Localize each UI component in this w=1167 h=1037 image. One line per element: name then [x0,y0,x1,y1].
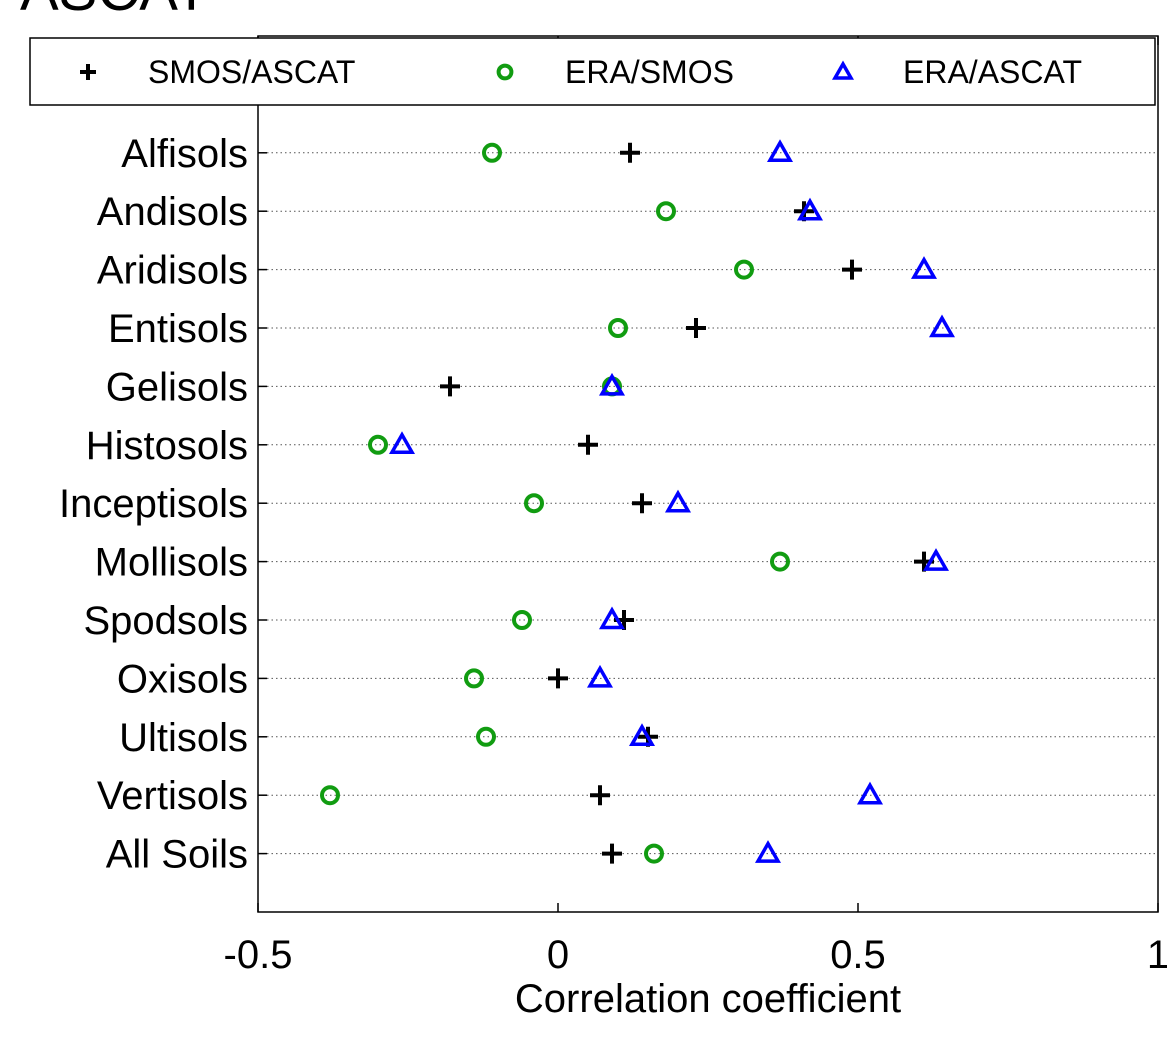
x-tick-label: 0.5 [830,933,886,977]
plus-marker [590,785,610,806]
circle-marker [524,493,544,514]
y-tick-label: Histosols [86,424,248,468]
legend-marker [80,64,96,80]
y-tick-label: Entisols [108,307,248,351]
x-tick-label: -0.5 [224,933,293,977]
chart-title: ASCAT [20,0,209,23]
plus-marker [686,318,706,338]
triangle-marker [910,256,938,279]
plus-marker [842,259,862,280]
legend-label: SMOS/ASCAT [148,54,355,90]
y-tick-label: Alfisols [121,132,248,176]
y-tick-label: Ultisols [119,716,248,760]
circle-marker [512,610,532,630]
plus-marker [440,376,460,397]
y-tick-label: Aridisols [97,249,248,293]
y-tick-label: Spodsols [83,599,248,643]
x-tick-label: 0 [547,933,569,977]
circle-marker [734,259,754,280]
y-tick-label: Mollisols [95,541,248,585]
triangle-marker [856,781,884,805]
circle-marker [320,785,340,806]
triangle-marker [766,139,794,163]
triangle-marker [754,840,782,863]
plot-area [257,35,1159,913]
legend-box [29,37,1156,106]
y-tick-label: Gelisols [106,365,248,409]
circle-marker [770,551,790,572]
legend-marker [831,60,855,80]
plus-marker [548,668,568,689]
circle-marker [608,318,628,338]
triangle-marker [598,372,626,396]
legend-label: ERA/ASCAT [903,54,1082,90]
triangle-marker [388,431,416,455]
plus-marker [602,843,622,864]
x-axis-label: Correlation coefficient [515,977,901,1021]
circle-marker [644,843,664,864]
plus-marker [632,493,652,514]
circle-marker [464,668,484,689]
circle-marker [482,142,502,163]
y-tick-label: All Soils [106,833,248,877]
triangle-marker [586,664,614,688]
triangle-marker [922,548,950,571]
triangle-marker [796,197,824,221]
circle-marker [656,201,676,222]
triangle-marker [664,489,692,513]
legend-marker [496,63,514,81]
plus-marker [620,142,640,163]
circle-marker [476,726,496,747]
y-tick-label: Oxisols [117,657,248,701]
triangle-marker [928,314,956,338]
plus-marker [578,434,598,455]
legend-label: ERA/SMOS [565,54,734,90]
y-tick-label: Andisols [97,190,248,234]
triangle-marker [598,606,626,630]
y-tick-label: Vertisols [97,774,248,818]
y-tick-label: Inceptisols [59,482,248,526]
x-tick-label: 1 [1147,933,1167,977]
circle-marker [368,434,388,455]
triangle-marker [628,723,656,747]
